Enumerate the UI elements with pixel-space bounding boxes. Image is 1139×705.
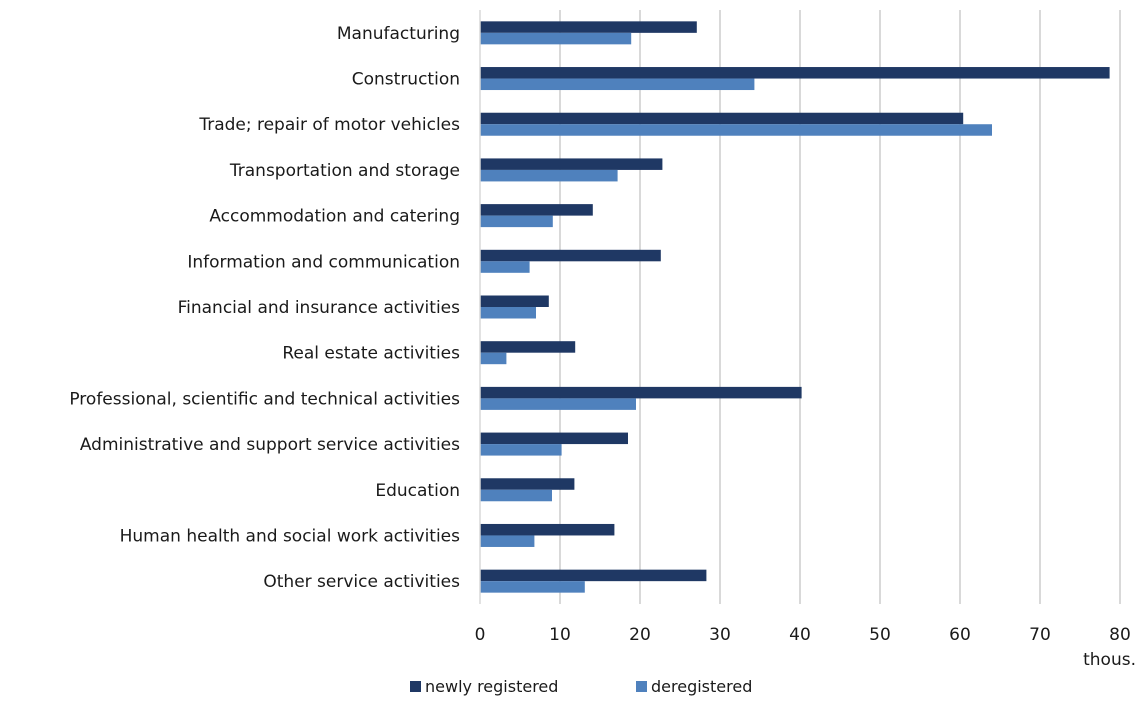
category-label: Transportation and storage: [229, 161, 460, 181]
bar-deregistered: [480, 535, 535, 547]
category-label: Real estate activities: [282, 344, 460, 364]
category-label: Information and communication: [187, 252, 460, 272]
category-label: Other service activities: [263, 572, 460, 592]
category-label: Manufacturing: [337, 24, 460, 44]
bar-newly-registered: [480, 386, 802, 399]
bar-newly-registered: [480, 204, 593, 216]
x-tick-label: 80: [1109, 625, 1131, 645]
legend-label: deregistered: [651, 677, 752, 696]
bar-newly-registered: [480, 478, 575, 490]
bar-newly-registered: [480, 523, 615, 536]
bar-deregistered: [480, 32, 632, 45]
x-tick-labels: 0 10 20 30 40 50 60 70 80: [475, 625, 1131, 645]
bar-deregistered: [480, 444, 562, 456]
legend-label: newly registered: [425, 677, 558, 696]
bar-deregistered: [480, 489, 552, 502]
bar-deregistered: [480, 398, 636, 410]
x-tick-label: 60: [949, 625, 971, 645]
bars: [480, 21, 1110, 593]
bar-newly-registered: [480, 112, 964, 125]
x-tick-label: 70: [1029, 625, 1051, 645]
x-tick-label: 20: [629, 625, 651, 645]
bar-newly-registered: [480, 249, 661, 262]
gridlines: [559, 10, 1121, 604]
bar-newly-registered: [480, 158, 663, 170]
category-label: Administrative and support service activ…: [80, 435, 460, 455]
bar-deregistered: [480, 169, 618, 182]
x-tick-label: 40: [789, 625, 811, 645]
bar-newly-registered: [480, 569, 707, 582]
x-unit-label: thous.: [1083, 650, 1136, 670]
category-label: Accommodation and catering: [209, 207, 460, 227]
x-tick-label: 10: [549, 625, 571, 645]
category-label: Human health and social work activities: [120, 526, 461, 546]
bar-newly-registered: [480, 432, 628, 445]
x-tick-label: 30: [709, 625, 731, 645]
legend: newly registered deregistered: [410, 677, 752, 696]
bar-deregistered: [480, 124, 992, 136]
category-label: Professional, scientific and technical a…: [69, 389, 460, 409]
bar-deregistered: [480, 307, 536, 319]
bar-newly-registered: [480, 295, 549, 307]
category-label: Construction: [352, 70, 460, 90]
bar-deregistered: [480, 581, 585, 593]
bar-newly-registered: [480, 67, 1110, 79]
legend-swatch: [410, 681, 421, 692]
bar-deregistered: [480, 261, 530, 273]
category-label: Education: [375, 481, 460, 501]
x-tick-label: 50: [869, 625, 891, 645]
bar-deregistered: [480, 352, 507, 365]
category-label: Trade; repair of motor vehicles: [198, 115, 460, 135]
category-label: Financial and insurance activities: [178, 298, 461, 318]
bar-newly-registered: [480, 21, 697, 33]
bar-deregistered: [480, 215, 553, 228]
category-labels: Manufacturing Construction Trade; repair o…: [69, 24, 460, 592]
legend-swatch: [636, 681, 647, 692]
bar-newly-registered: [480, 341, 576, 353]
x-tick-label: 0: [475, 625, 486, 645]
bar-deregistered: [480, 78, 755, 91]
